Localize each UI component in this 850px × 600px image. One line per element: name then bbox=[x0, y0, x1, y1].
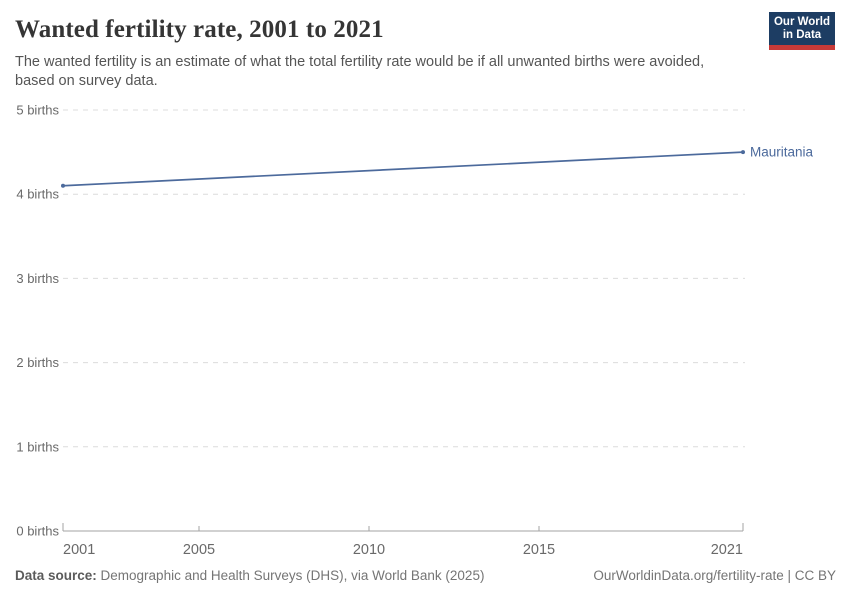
chart-header: Wanted fertility rate, 2001 to 2021 The … bbox=[15, 16, 704, 91]
data-source-text: Demographic and Health Surveys (DHS), vi… bbox=[96, 568, 485, 583]
series-end-label-mauritania[interactable]: Mauritania bbox=[750, 145, 814, 160]
y-tick-label-4: 4 births bbox=[16, 187, 59, 202]
y-tick-label-5: 5 births bbox=[16, 103, 59, 118]
attribution-link: OurWorldinData.org/fertility-rate | CC B… bbox=[593, 568, 836, 583]
series-point-mauritania-2001[interactable] bbox=[61, 183, 65, 188]
chart-footer: Data source: Demographic and Health Surv… bbox=[15, 568, 836, 583]
owid-logo-box: Our World in Data bbox=[769, 12, 835, 45]
x-tick-label-2010: 2010 bbox=[353, 542, 385, 558]
owid-logo-line-1: Our World bbox=[773, 16, 830, 28]
x-tick-label-2021: 2021 bbox=[711, 542, 743, 558]
series-line-mauritania[interactable] bbox=[62, 151, 744, 187]
subtitle-line-1: The wanted fertility is an estimate of w… bbox=[15, 54, 705, 70]
y-tick-label-0: 0 births bbox=[16, 524, 59, 539]
y-tick-label-1: 1 births bbox=[16, 439, 59, 454]
subtitle-line-2: based on survey data. bbox=[15, 73, 158, 89]
chart-subtitle: The wanted fertility is an estimate of w… bbox=[15, 53, 704, 91]
owid-logo-line-2: in Data bbox=[782, 29, 822, 41]
y-tick-label-2: 2 births bbox=[16, 355, 59, 370]
owid-logo: Our World in Data bbox=[769, 12, 835, 50]
x-tick-label-2015: 2015 bbox=[523, 542, 555, 558]
page-title: Wanted fertility rate, 2001 to 2021 bbox=[15, 16, 384, 43]
owid-logo-accent-bar bbox=[769, 45, 835, 50]
x-tick-label-2005: 2005 bbox=[183, 542, 215, 558]
series-point-mauritania-2021[interactable] bbox=[741, 150, 745, 155]
x-tick-label-2001: 2001 bbox=[63, 542, 95, 558]
y-tick-label-3: 3 births bbox=[16, 271, 59, 286]
data-source-note: Data source: Demographic and Health Surv… bbox=[15, 568, 484, 583]
data-source-label: Data source: bbox=[15, 568, 97, 583]
